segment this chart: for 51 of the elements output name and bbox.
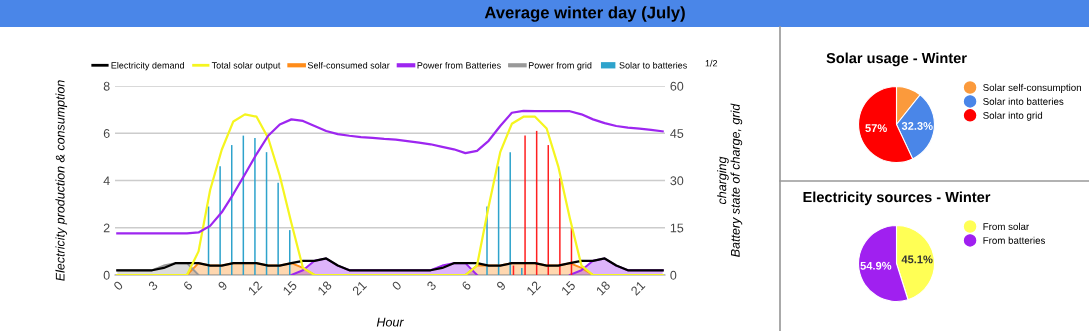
x-tick-label: 12 <box>247 280 263 296</box>
x-tick-label: 6 <box>182 280 194 291</box>
y2-tick-label: 15 <box>670 223 684 233</box>
chart-title: Average winter day (July) <box>484 6 685 22</box>
y2-tick-label: 45 <box>670 129 684 138</box>
x-tick-label: 18 <box>595 280 611 296</box>
legend-label: Solar self-consumption <box>983 83 1081 93</box>
legend-label: From batteries <box>983 236 1046 244</box>
line-series <box>116 109 664 235</box>
x-tick-label: 3 <box>426 280 437 291</box>
text: 1/2 <box>705 59 718 67</box>
data-label: 57% <box>865 124 887 133</box>
y-tick-label: 4 <box>103 176 110 186</box>
y-tick-label: 6 <box>103 129 110 138</box>
legend-label: From solar <box>983 222 1030 230</box>
line-series <box>116 257 664 272</box>
y-tick-label: 0 <box>103 270 110 280</box>
data-label: 54.9% <box>860 261 892 270</box>
x-tick-label: 21 <box>351 280 367 296</box>
data-label: 45.1% <box>901 255 933 264</box>
y-tick-label: 2 <box>103 223 110 233</box>
legend-label: Solar into grid <box>983 111 1043 121</box>
y-tick-label: 8 <box>103 81 110 91</box>
x-tick-label: 12 <box>526 280 541 296</box>
x-tick-label: 0 <box>112 280 124 291</box>
x-tick-label: 6 <box>461 280 472 291</box>
y2-tick-label: 30 <box>670 176 684 186</box>
chart-title: Solar usage - Winter <box>826 52 967 67</box>
legend-label: Power from Batteries <box>417 61 501 69</box>
line-series <box>116 113 664 275</box>
legend-label: Solar to batteries <box>619 61 687 69</box>
x-tick-label: 21 <box>630 280 646 296</box>
x-tick-label: 18 <box>317 280 333 296</box>
legend-label: Electricity demand <box>111 61 184 71</box>
x-tick-label: 3 <box>147 280 159 291</box>
legend-label: Total solar output <box>211 61 281 71</box>
x-tick-label: 15 <box>282 280 298 296</box>
chart-title: Electricity sources - Winter <box>803 191 991 206</box>
data-label: 32.3% <box>901 122 933 130</box>
x-axis-title: Hour <box>376 317 404 327</box>
x-tick-label: 15 <box>561 280 576 296</box>
y2-tick-label: 60 <box>670 81 684 91</box>
x-tick-label: 0 <box>391 280 402 291</box>
legend-label: Self-consumed solar <box>307 61 390 69</box>
y-axis-title: Electricity production & consumption <box>55 80 68 281</box>
x-tick-label: 9 <box>495 280 507 291</box>
legend-label: Solar into batteries <box>983 97 1064 105</box>
legend-label: Power from grid <box>528 61 592 71</box>
y2-tick-label: 0 <box>670 270 677 280</box>
x-tick-label: 9 <box>217 280 228 291</box>
y2-axis-title: charging Battery state of charge, grid <box>717 103 743 257</box>
